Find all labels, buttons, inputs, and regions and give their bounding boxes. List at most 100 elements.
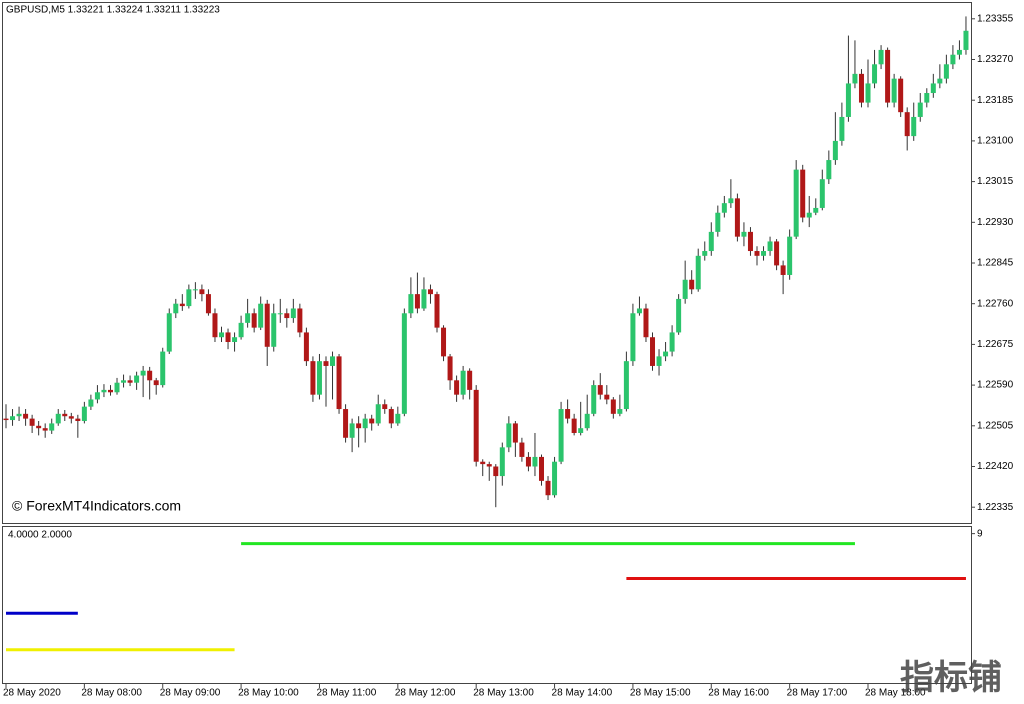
x-tick-label: 28 May 17:00	[787, 688, 848, 699]
candle-body	[591, 385, 597, 414]
candle-body	[121, 380, 127, 383]
candle-body	[532, 456, 538, 467]
candle-body	[872, 64, 878, 84]
candle-body	[806, 212, 812, 218]
candle-body	[623, 361, 629, 410]
candle-body	[656, 356, 662, 366]
candle-body	[55, 413, 61, 424]
candle-body	[885, 49, 891, 103]
candle-body	[36, 425, 42, 429]
x-tick-label: 28 May 11:00	[316, 688, 376, 699]
candle-body	[689, 279, 695, 290]
x-tick-label: 28 May 10:00	[238, 688, 299, 699]
candle-body	[734, 198, 740, 237]
x-tick-label: 28 May 15:00	[630, 688, 691, 699]
candle-body	[245, 313, 251, 323]
candle-body	[173, 303, 179, 314]
y-tick-label: 1.23355	[977, 13, 1014, 24]
candle-body	[29, 418, 35, 426]
candle-body	[767, 241, 773, 252]
candle-body	[499, 447, 505, 477]
candle-body	[447, 356, 453, 381]
y-tick-label: 1.22845	[977, 258, 1014, 269]
candle-body	[845, 83, 851, 117]
x-tick-label: 28 May 16:00	[708, 688, 769, 699]
candle-body	[219, 332, 225, 338]
candle-body	[917, 102, 923, 117]
candle-body	[3, 418, 9, 421]
candle-body	[650, 337, 656, 366]
candle-body	[930, 83, 936, 94]
candle-body	[956, 49, 962, 55]
x-tick-label: 28 May 14:00	[552, 688, 613, 699]
candle-body	[578, 428, 584, 433]
candle-body	[715, 212, 721, 232]
candle-body	[832, 140, 838, 161]
candle-body	[741, 231, 747, 237]
candle-body	[525, 456, 531, 467]
candle-body	[565, 409, 571, 419]
candle-body	[336, 356, 342, 410]
candle-body	[382, 404, 388, 410]
y-tick-label: 1.23015	[977, 176, 1014, 187]
candle-body	[904, 112, 910, 137]
candle-body	[264, 303, 270, 347]
candle-body	[558, 409, 564, 462]
candle-body	[81, 406, 87, 422]
candle-body	[153, 380, 159, 386]
candle-body	[434, 294, 440, 328]
candle-body	[826, 160, 832, 180]
candle-body	[186, 289, 192, 307]
candle-body	[597, 385, 603, 395]
candle-body	[441, 327, 447, 357]
candle-body	[23, 413, 29, 419]
candle-body	[362, 418, 368, 429]
candle-body	[258, 303, 264, 328]
candle-body	[101, 389, 107, 393]
x-tick-label: 28 May 2020	[3, 688, 61, 699]
candle-body	[571, 418, 577, 433]
candle-body	[414, 294, 420, 309]
y-tick-label: 1.22675	[977, 339, 1014, 350]
candle-body	[695, 255, 701, 290]
candle-body	[480, 461, 486, 465]
candle-body	[88, 399, 94, 407]
candle-body	[42, 428, 48, 431]
candle-body	[512, 423, 518, 443]
candle-body	[205, 294, 211, 314]
candle-body	[284, 313, 290, 319]
candle-body	[147, 370, 153, 381]
candle-body	[225, 332, 231, 343]
candle-body	[506, 423, 512, 448]
candle-body	[813, 207, 819, 213]
candle-body	[166, 313, 172, 352]
y-tick-label: 1.23270	[977, 54, 1014, 65]
indicator-title: 4.0000 2.0000	[8, 530, 72, 541]
candle-body	[493, 466, 499, 477]
candle-body	[192, 289, 198, 291]
candle-body	[454, 380, 460, 395]
candle-body	[486, 464, 492, 467]
candle-body	[134, 375, 140, 383]
candle-body	[911, 116, 917, 137]
candle-body	[669, 332, 675, 352]
candle-body	[323, 361, 329, 366]
candle-body	[49, 423, 55, 431]
x-tick-label: 28 May 12:00	[395, 688, 456, 699]
watermark: © ForexMT4Indicators.com	[12, 498, 181, 514]
candle-body	[421, 289, 427, 309]
candle-body	[630, 313, 636, 362]
candle-body	[251, 313, 257, 328]
candle-body	[545, 480, 551, 496]
candle-body	[552, 461, 558, 496]
candle-body	[943, 64, 949, 79]
candle-body	[898, 78, 904, 113]
candle-body	[793, 169, 799, 237]
candle-body	[140, 370, 146, 376]
candle-body	[16, 413, 22, 417]
y-tick-label: 1.22760	[977, 298, 1014, 309]
candle-body	[963, 30, 969, 50]
x-tick-label: 28 May 13:00	[473, 688, 534, 699]
